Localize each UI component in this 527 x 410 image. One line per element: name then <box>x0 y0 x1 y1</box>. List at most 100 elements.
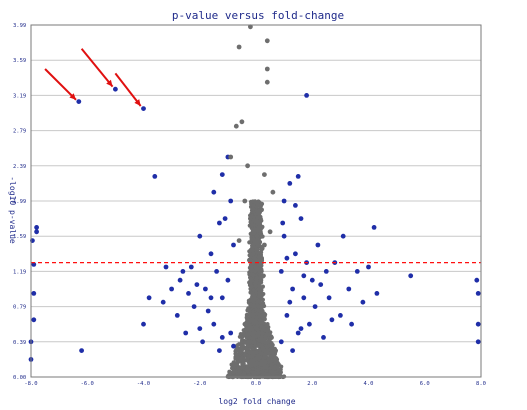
non-significant-point <box>263 327 268 332</box>
significant-point <box>280 220 286 226</box>
significant-point <box>371 225 377 230</box>
annotation-arrow <box>44 68 77 101</box>
non-significant-point <box>267 332 272 337</box>
significant-point <box>231 343 236 349</box>
non-significant-point <box>253 199 258 204</box>
non-significant-point <box>227 370 232 375</box>
non-significant-point <box>248 216 253 222</box>
significant-point <box>211 321 217 327</box>
non-significant-point <box>269 365 274 370</box>
non-significant-point <box>258 261 263 266</box>
non-significant-point <box>259 255 264 261</box>
significant-point <box>284 255 290 261</box>
significant-point <box>298 326 304 331</box>
non-significant-point <box>248 286 253 291</box>
non-significant-point <box>251 313 256 318</box>
y-tick-label: 3.99 <box>13 23 26 29</box>
non-significant-point <box>247 340 252 345</box>
significant-point <box>169 286 175 292</box>
non-significant-point <box>244 368 249 373</box>
significant-point <box>346 286 352 292</box>
significant-point <box>374 291 380 296</box>
non-significant-point <box>246 327 251 332</box>
non-significant-point <box>251 203 256 208</box>
non-significant-point <box>259 319 264 325</box>
non-significant-point <box>260 297 265 302</box>
significant-point <box>295 174 301 179</box>
non-significant-point <box>263 350 269 356</box>
non-significant-point <box>241 331 246 336</box>
non-significant-point <box>251 255 257 260</box>
non-significant-point <box>248 350 253 355</box>
significant-point <box>293 203 298 208</box>
non-significant-point <box>249 264 254 269</box>
significant-point <box>208 251 214 257</box>
significant-point <box>278 339 284 345</box>
non-significant-point <box>260 315 265 320</box>
significant-point <box>219 295 225 301</box>
non-significant-point <box>248 231 253 236</box>
significant-point <box>475 321 481 327</box>
non-significant-point <box>246 331 251 337</box>
non-significant-point <box>273 348 278 353</box>
non-significant-point <box>234 361 239 366</box>
non-significant-point <box>249 223 254 228</box>
significant-point <box>321 335 326 340</box>
non-significant-point <box>251 288 256 293</box>
non-significant-point <box>242 353 248 358</box>
x-tick-label: 2.0 <box>307 381 317 387</box>
significant-point <box>307 321 312 327</box>
significant-point <box>301 295 307 301</box>
non-significant-point <box>260 234 265 239</box>
non-significant-point <box>250 272 256 277</box>
non-significant-point <box>267 229 273 235</box>
non-significant-point <box>260 359 265 364</box>
significant-point <box>219 172 225 178</box>
y-tick-label: 0.39 <box>13 340 26 346</box>
significant-point <box>326 295 332 301</box>
y-tick-label: 2.39 <box>13 164 26 170</box>
non-significant-point <box>236 238 242 244</box>
significant-point <box>214 269 220 274</box>
non-significant-point <box>258 229 263 234</box>
significant-point <box>475 291 481 296</box>
significant-point <box>34 229 39 235</box>
x-tick-label: -2.0 <box>193 381 206 387</box>
y-tick-label: 3.59 <box>13 58 26 64</box>
significant-point <box>329 317 335 323</box>
non-significant-point <box>255 320 260 325</box>
significant-point <box>228 198 234 204</box>
non-significant-point <box>259 324 264 329</box>
y-tick-label: 1.99 <box>13 199 26 205</box>
significant-point <box>301 273 307 279</box>
significant-point <box>318 282 324 287</box>
significant-point <box>323 269 329 274</box>
non-significant-point <box>253 283 259 288</box>
non-significant-point <box>251 218 257 223</box>
significant-point <box>211 189 217 195</box>
non-significant-point <box>245 163 251 169</box>
annotation-arrow <box>80 48 114 88</box>
non-significant-point <box>263 334 268 339</box>
non-significant-point <box>263 340 268 345</box>
y-axis-label: -log10 p-value <box>8 176 17 244</box>
significant-point <box>278 269 284 274</box>
non-significant-point <box>256 367 261 372</box>
non-significant-point <box>264 79 270 85</box>
x-tick-label: -6.0 <box>81 381 94 387</box>
non-significant-point <box>278 367 283 372</box>
non-significant-point <box>259 250 264 255</box>
non-significant-point <box>264 66 270 72</box>
non-significant-point <box>239 119 245 125</box>
significant-point <box>287 299 293 305</box>
chart-title: p-value versus fold-change <box>172 9 344 22</box>
significant-point <box>349 321 354 327</box>
significant-point <box>231 242 236 248</box>
non-significant-point <box>255 332 260 338</box>
non-significant-point <box>250 251 256 257</box>
significant-point <box>281 198 287 204</box>
non-significant-point <box>236 342 242 347</box>
non-significant-point <box>229 362 234 367</box>
non-significant-point <box>244 319 250 324</box>
non-significant-point <box>250 291 255 296</box>
